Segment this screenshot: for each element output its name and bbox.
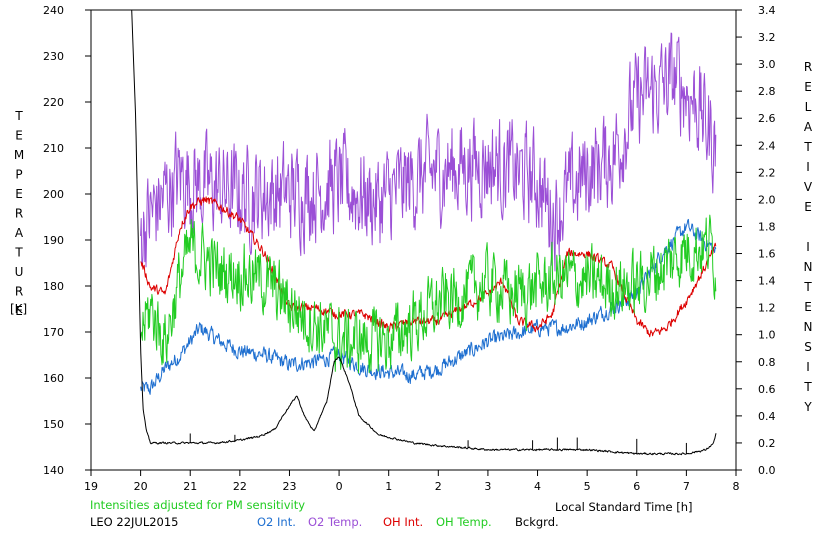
x-tick-label: 6	[633, 480, 640, 493]
x-tick-label: 21	[183, 480, 197, 493]
legend: O2 Int. O2 Temp. OH Int. OH Temp. Bckgrd.	[257, 515, 559, 529]
y-right-tick-label: 0.4	[758, 410, 776, 423]
x-tick-label: 7	[683, 480, 690, 493]
legend-entry: OH Temp.	[436, 515, 492, 529]
y-left-tick-label: 230	[43, 50, 64, 63]
y-left-tick-label: 170	[43, 326, 64, 339]
y-right-tick-label: 0.0	[758, 464, 776, 477]
series-layer	[131, 10, 717, 456]
y-left-tick-label: 190	[43, 234, 64, 247]
x-tick-label: 5	[584, 480, 591, 493]
y-right-tick-label: 0.8	[758, 356, 776, 369]
x-axis-ticks: 19 20 21 22 23 0 1 2 3 4 5 6 7 8	[84, 470, 740, 493]
y-right-tick-label: 0.6	[758, 383, 776, 396]
axis-title-letter: Y	[803, 400, 812, 414]
x-tick-label: 8	[733, 480, 740, 493]
axis-title-letter: P	[15, 168, 22, 182]
y-right-tick-label: 1.2	[758, 302, 776, 315]
axis-title-letter: I	[806, 360, 810, 374]
axis-title-letter: E	[15, 187, 23, 201]
y-left-tick-label: 180	[43, 280, 64, 293]
x-tick-label: 19	[84, 480, 98, 493]
y-right-tick-label: 1.0	[758, 329, 776, 342]
y-right-tick-label: 3.2	[758, 31, 776, 44]
x-tick-label: 4	[534, 480, 541, 493]
y-left-tick-label: 140	[43, 464, 64, 477]
series-line-oh-temp	[140, 214, 717, 374]
axis-title-letter: E	[15, 304, 23, 318]
y-right-tick-label: 1.6	[758, 248, 776, 261]
axis-title-letter: T	[803, 140, 812, 154]
y-right-tick-label: 3.4	[758, 4, 776, 17]
axis-title-letter: M	[14, 148, 24, 162]
x-tick-label: 3	[484, 480, 491, 493]
axis-title-letter: A	[804, 120, 813, 134]
axis-title-letter: R	[15, 285, 23, 299]
axis-title-letter: R	[15, 207, 23, 221]
y-right-tick-label: 0.2	[758, 437, 776, 450]
axis-title-letter: E	[804, 300, 812, 314]
x-tick-label: 20	[134, 480, 148, 493]
axis-title-letter: T	[14, 246, 23, 260]
y-left-tick-label: 220	[43, 96, 64, 109]
x-axis-label: Local Standard Time [h]	[555, 500, 693, 514]
axis-title-letter: N	[804, 320, 813, 334]
series-line-bckgrd	[131, 10, 717, 456]
axis-title-letter: I	[806, 160, 810, 174]
axis-title-letter: L	[805, 100, 812, 114]
y-right-tick-label: 1.4	[758, 275, 776, 288]
y-left-tick-label: 200	[43, 188, 64, 201]
y-right-tick-label: 2.4	[758, 139, 776, 152]
y-left-axis-ticks: 140 150 160 170 180 190 200 210 220 230 240	[43, 4, 91, 477]
y-right-tick-label: 2.6	[758, 112, 776, 125]
y-right-tick-label: 1.8	[758, 220, 776, 233]
axis-title-letter: I	[806, 240, 810, 254]
x-tick-label: 0	[336, 480, 343, 493]
axis-title-letter: A	[15, 226, 24, 240]
axis-title-letter: E	[804, 80, 812, 94]
sensitivity-note: Intensities adjusted for PM sensitivity	[90, 498, 305, 512]
series-line-o2-int	[140, 218, 717, 395]
y-left-tick-label: 210	[43, 142, 64, 155]
series-line-o2-temp	[140, 32, 717, 272]
y-left-tick-label: 150	[43, 418, 64, 431]
y-right-tick-label: 2.8	[758, 85, 776, 98]
y-right-tick-label: 3.0	[758, 58, 776, 71]
x-tick-label: 2	[435, 480, 442, 493]
legend-entry: Bckgrd.	[515, 515, 559, 529]
y-right-tick-label: 2.0	[758, 193, 776, 206]
axis-title-letter: E	[804, 200, 812, 214]
y-left-tick-label: 160	[43, 372, 64, 385]
y-left-tick-label: 240	[43, 4, 64, 17]
axis-title-letter: V	[804, 180, 813, 194]
x-tick-label: 1	[385, 480, 392, 493]
station-date: LEO 22JUL2015	[90, 515, 179, 529]
axis-title-letter: E	[15, 129, 23, 143]
axis-title-letter: R	[804, 60, 812, 74]
y-right-axis-ticks: 0.0 0.2 0.4 0.6 0.8 1.0 1.2 1.4 1.6 1.8 2.0 2.2 2.4 2…	[736, 4, 776, 477]
y-right-tick-label: 2.2	[758, 166, 776, 179]
legend-entry: O2 Int.	[257, 515, 296, 529]
legend-entry: O2 Temp.	[308, 515, 362, 529]
axis-title-letter: N	[804, 260, 813, 274]
axis-title-letter: T	[803, 280, 812, 294]
x-tick-label: 22	[233, 480, 247, 493]
axis-title-letter: T	[803, 380, 812, 394]
x-tick-label: 23	[282, 480, 296, 493]
legend-entry: OH Int.	[383, 515, 423, 529]
axis-title-letter: T	[14, 109, 23, 123]
axis-title-letter: U	[15, 265, 24, 279]
axis-title-letter: S	[804, 340, 812, 354]
y-left-axis-unit: [K]	[10, 302, 27, 316]
